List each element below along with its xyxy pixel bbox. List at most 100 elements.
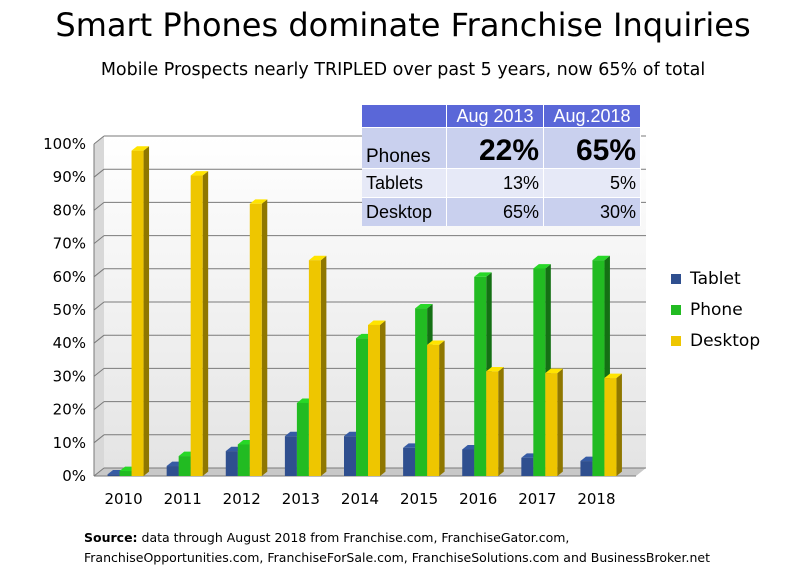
gridline-depth xyxy=(93,268,105,278)
bar-desktop-side xyxy=(557,368,563,476)
x-tick-label: 2018 xyxy=(577,490,615,508)
bar-desktop-side xyxy=(380,320,386,476)
bar-desktop-top xyxy=(486,367,504,372)
y-tick-label: 20% xyxy=(53,401,86,419)
table-row-label: Desktop xyxy=(362,197,447,226)
bar-desktop-top xyxy=(368,320,386,325)
y-tick-label: 10% xyxy=(53,434,86,452)
table-header-2018: Aug.2018 xyxy=(543,105,641,128)
y-tick-label: 80% xyxy=(53,201,86,219)
bar-desktop xyxy=(427,344,440,476)
table-cell-2018: 65% xyxy=(543,127,641,169)
bar-phone xyxy=(474,276,487,476)
bar-tablet xyxy=(344,436,356,476)
source-text-line1: data through August 2018 from Franchise.… xyxy=(137,530,570,545)
x-tick-label: 2016 xyxy=(459,490,497,508)
bar-tablet xyxy=(225,451,238,476)
x-tick-label: 2013 xyxy=(282,490,320,508)
bar-tablet xyxy=(284,436,297,476)
table-header-2013: Aug 2013 xyxy=(446,105,544,128)
gridline-depth xyxy=(93,401,105,410)
bar-phone-top xyxy=(474,272,492,277)
bar-desktop xyxy=(131,150,144,476)
bar-phone xyxy=(237,444,250,476)
summary-table: Aug 2013 Aug.2018 Phones 22% 65% Tablets… xyxy=(362,105,641,226)
gridline-depth xyxy=(93,168,105,178)
gridline-depth xyxy=(93,235,105,244)
table-row-phones: Phones 22% 65% xyxy=(362,127,641,169)
bar-desktop-top xyxy=(545,368,563,374)
x-tick-label: 2011 xyxy=(164,490,202,508)
gridline-depth xyxy=(93,301,105,311)
bar-desktop xyxy=(486,371,499,476)
table-cell-2018: 30% xyxy=(543,197,641,226)
bar-desktop-top xyxy=(131,146,150,151)
gridline-depth xyxy=(93,467,105,477)
bar-phone xyxy=(296,402,309,476)
gridline-depth xyxy=(93,334,105,344)
gridline-depth xyxy=(93,434,105,444)
source-text-line2: FranchiseOpportunities.com, FranchiseFor… xyxy=(84,550,710,565)
bar-tablet xyxy=(580,461,593,476)
bar-desktop-side xyxy=(261,199,268,477)
y-tick-label: 90% xyxy=(53,168,86,186)
gridline-depth xyxy=(93,368,105,377)
source-note: Source: data through August 2018 from Fr… xyxy=(84,528,784,568)
bar-phone xyxy=(119,471,132,476)
y-tick-label: 100% xyxy=(43,135,86,153)
bar-desktop xyxy=(604,378,617,476)
bar-desktop-side xyxy=(143,146,150,477)
bar-phone-top xyxy=(592,255,610,261)
table-row-label: Phones xyxy=(362,127,447,169)
bar-desktop xyxy=(368,324,380,476)
gridline-depth xyxy=(93,202,105,211)
bar-phone xyxy=(415,308,428,476)
chart-subtitle: Mobile Prospects nearly TRIPLED over pas… xyxy=(100,60,706,80)
table-cell-2013: 22% xyxy=(446,127,544,169)
bar-phone xyxy=(356,338,368,476)
table-row-label: Tablets xyxy=(362,168,447,198)
table-cell-2013: 65% xyxy=(446,197,544,226)
bar-desktop-top xyxy=(308,255,327,261)
bar-phone xyxy=(178,456,191,476)
table-cell-2013: 13% xyxy=(446,168,544,198)
y-tick-label: 50% xyxy=(53,301,86,319)
bar-chart: 0% 10% 20% 30% 40% 50% 60% 70% 80% 90% 100% 2010 201… xyxy=(43,135,760,508)
bar-tablet xyxy=(107,474,120,476)
table-row-tablets: Tablets 13% 5% xyxy=(362,168,641,198)
bar-phone-top xyxy=(533,264,551,269)
y-tick-label: 0% xyxy=(62,467,86,485)
y-tick-label: 40% xyxy=(53,334,86,352)
gridline-depth xyxy=(93,135,105,145)
bar-desktop-side xyxy=(320,255,327,476)
legend-swatch-tablet xyxy=(671,274,681,284)
bar-desktop xyxy=(190,175,203,477)
bar-phone xyxy=(592,260,605,476)
y-tick-label: 70% xyxy=(53,235,86,253)
legend-label-desktop: Desktop xyxy=(690,331,760,351)
x-tick-label: 2014 xyxy=(341,490,379,508)
x-tick-label: 2017 xyxy=(518,490,556,508)
y-tick-label: 60% xyxy=(53,268,86,286)
bar-tablet xyxy=(403,447,416,476)
bar-desktop-side xyxy=(439,340,445,476)
table-header-blank xyxy=(362,105,447,128)
bar-desktop-side xyxy=(202,171,209,476)
source-label: Source: xyxy=(84,530,138,545)
bar-desktop-side xyxy=(616,373,622,476)
legend-swatch-phone xyxy=(671,305,681,315)
bar-desktop-side xyxy=(498,367,504,476)
legend-label-phone: Phone xyxy=(690,300,743,320)
legend-swatch-desktop xyxy=(671,336,681,346)
x-tick-label: 2010 xyxy=(104,490,142,508)
table-header-row: Aug 2013 Aug.2018 xyxy=(362,105,641,128)
bar-desktop-top xyxy=(190,171,209,176)
x-tick-label: 2012 xyxy=(223,490,261,508)
table-row-desktop: Desktop 65% 30% xyxy=(362,197,641,226)
table-cell-2018: 5% xyxy=(543,168,641,198)
bar-desktop-top xyxy=(604,373,622,379)
bar-desktop-top xyxy=(427,340,445,345)
x-tick-label: 2015 xyxy=(400,490,438,508)
bar-tablet xyxy=(521,457,534,476)
chart-title: Smart Phones dominate Franchise Inquirie… xyxy=(55,6,751,44)
